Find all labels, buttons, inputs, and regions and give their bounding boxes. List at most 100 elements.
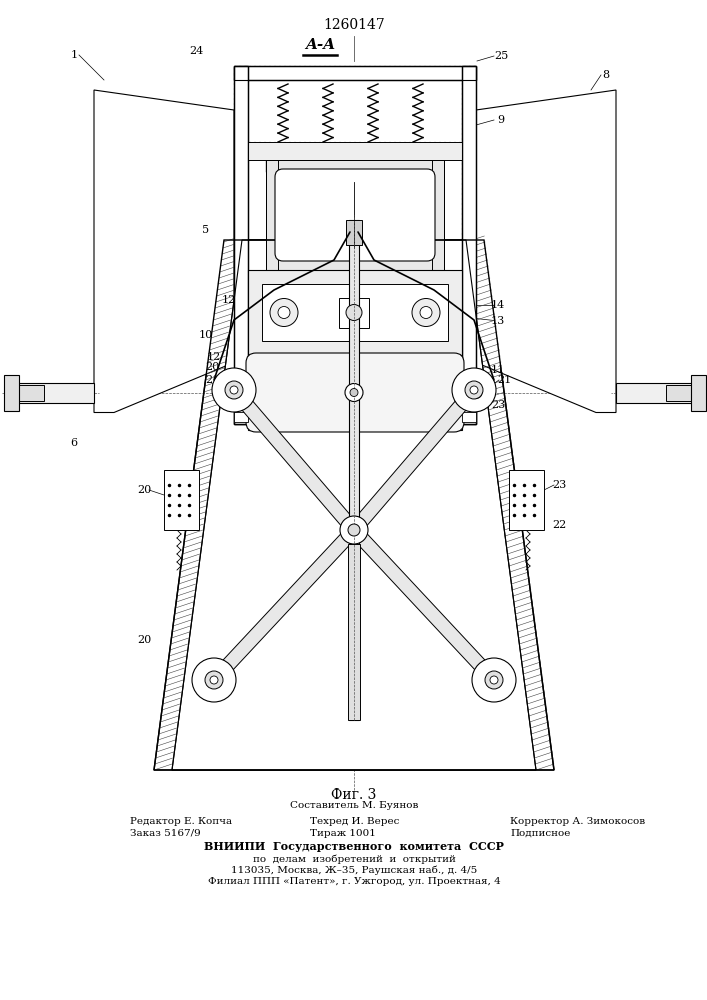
Bar bbox=[4, 374, 19, 410]
Polygon shape bbox=[154, 240, 554, 770]
Bar bbox=[266, 160, 444, 172]
Polygon shape bbox=[209, 525, 359, 685]
Bar bbox=[234, 410, 476, 424]
Text: 13: 13 bbox=[491, 316, 505, 326]
Polygon shape bbox=[349, 525, 499, 685]
Bar bbox=[339, 298, 369, 328]
Circle shape bbox=[472, 658, 516, 702]
Bar bbox=[248, 142, 462, 160]
Circle shape bbox=[210, 676, 218, 684]
Circle shape bbox=[465, 381, 483, 399]
Text: 20: 20 bbox=[205, 362, 219, 372]
Bar bbox=[691, 374, 706, 410]
Bar bbox=[348, 544, 360, 720]
Bar bbox=[262, 284, 448, 341]
Bar bbox=[248, 355, 462, 430]
Text: Техред И. Верес: Техред И. Верес bbox=[310, 816, 399, 826]
Text: 21: 21 bbox=[497, 375, 511, 385]
Bar bbox=[234, 412, 248, 422]
Bar bbox=[432, 160, 444, 270]
Text: 12: 12 bbox=[207, 353, 221, 362]
Text: Заказ 5167/9: Заказ 5167/9 bbox=[130, 828, 201, 838]
Text: 9: 9 bbox=[498, 115, 505, 125]
Text: по  делам  изобретений  и  открытий: по делам изобретений и открытий bbox=[252, 854, 455, 864]
Polygon shape bbox=[476, 90, 616, 412]
Bar bbox=[509, 470, 544, 530]
Circle shape bbox=[470, 386, 482, 398]
Text: 10: 10 bbox=[199, 330, 213, 340]
Text: 11: 11 bbox=[491, 365, 505, 375]
FancyBboxPatch shape bbox=[275, 169, 435, 261]
Text: Фиг. 3: Фиг. 3 bbox=[332, 788, 377, 802]
Text: 19: 19 bbox=[402, 213, 416, 223]
Circle shape bbox=[230, 386, 238, 394]
Circle shape bbox=[225, 381, 243, 399]
Circle shape bbox=[270, 298, 298, 326]
Bar bbox=[234, 66, 476, 80]
Text: Корректор А. Зимокосов: Корректор А. Зимокосов bbox=[510, 816, 645, 826]
Bar bbox=[14, 382, 94, 402]
Bar bbox=[346, 220, 362, 245]
Text: Составитель М. Буянов: Составитель М. Буянов bbox=[290, 800, 418, 810]
Text: 14: 14 bbox=[491, 300, 505, 310]
Circle shape bbox=[278, 306, 290, 318]
Text: 21: 21 bbox=[205, 375, 219, 385]
Bar bbox=[14, 384, 44, 400]
Bar bbox=[349, 220, 359, 720]
Text: 8: 8 bbox=[602, 70, 609, 80]
Polygon shape bbox=[228, 385, 359, 535]
Circle shape bbox=[205, 671, 223, 689]
Bar bbox=[266, 160, 278, 270]
Text: 26: 26 bbox=[367, 431, 381, 441]
Polygon shape bbox=[172, 240, 536, 770]
Circle shape bbox=[470, 386, 478, 394]
Text: 1260147: 1260147 bbox=[323, 18, 385, 32]
Text: ВНИИПИ  Государственного  комитета  СССР: ВНИИПИ Государственного комитета СССР bbox=[204, 842, 504, 852]
Text: Фиг. 2: Фиг. 2 bbox=[332, 447, 377, 461]
Text: 20: 20 bbox=[137, 635, 151, 645]
Text: Филиал ППП «Патент», г. Ужгород, ул. Проектная, 4: Филиал ППП «Патент», г. Ужгород, ул. Про… bbox=[208, 876, 501, 886]
Bar bbox=[268, 424, 442, 430]
Circle shape bbox=[490, 676, 498, 684]
Bar bbox=[462, 66, 476, 424]
Circle shape bbox=[420, 306, 432, 318]
Text: 1: 1 bbox=[71, 50, 78, 60]
Text: 22: 22 bbox=[552, 520, 566, 530]
Circle shape bbox=[346, 304, 362, 320]
Circle shape bbox=[345, 383, 363, 401]
Bar bbox=[266, 160, 444, 270]
Text: Редактор Е. Копча: Редактор Е. Копча bbox=[130, 816, 232, 826]
Bar bbox=[164, 470, 199, 530]
Bar bbox=[462, 412, 476, 422]
Bar bbox=[266, 258, 444, 270]
Text: A-A: A-A bbox=[305, 38, 335, 52]
Bar bbox=[616, 382, 696, 402]
Text: 113035, Москва, Ж–35, Раушская наб., д. 4/5: 113035, Москва, Ж–35, Раушская наб., д. … bbox=[231, 865, 477, 875]
Bar bbox=[234, 66, 476, 80]
Circle shape bbox=[485, 671, 503, 689]
Circle shape bbox=[350, 388, 358, 396]
Text: 12: 12 bbox=[222, 295, 236, 305]
Bar bbox=[248, 270, 462, 355]
Bar bbox=[234, 66, 248, 424]
Circle shape bbox=[412, 298, 440, 326]
Polygon shape bbox=[94, 90, 234, 412]
Circle shape bbox=[212, 368, 256, 412]
Bar bbox=[234, 410, 476, 424]
Text: 20: 20 bbox=[137, 485, 151, 495]
Text: 1: 1 bbox=[356, 190, 363, 200]
Text: 24: 24 bbox=[189, 46, 203, 56]
Circle shape bbox=[192, 658, 236, 702]
Circle shape bbox=[348, 524, 360, 536]
Bar bbox=[248, 270, 462, 355]
Bar bbox=[462, 66, 476, 424]
Polygon shape bbox=[349, 385, 479, 535]
Text: 5: 5 bbox=[202, 225, 209, 235]
Text: Тираж 1001: Тираж 1001 bbox=[310, 828, 376, 838]
Bar bbox=[234, 66, 248, 424]
FancyBboxPatch shape bbox=[246, 353, 464, 432]
Text: 23: 23 bbox=[491, 400, 505, 410]
Circle shape bbox=[452, 368, 496, 412]
Bar bbox=[666, 384, 696, 400]
Circle shape bbox=[340, 516, 368, 544]
